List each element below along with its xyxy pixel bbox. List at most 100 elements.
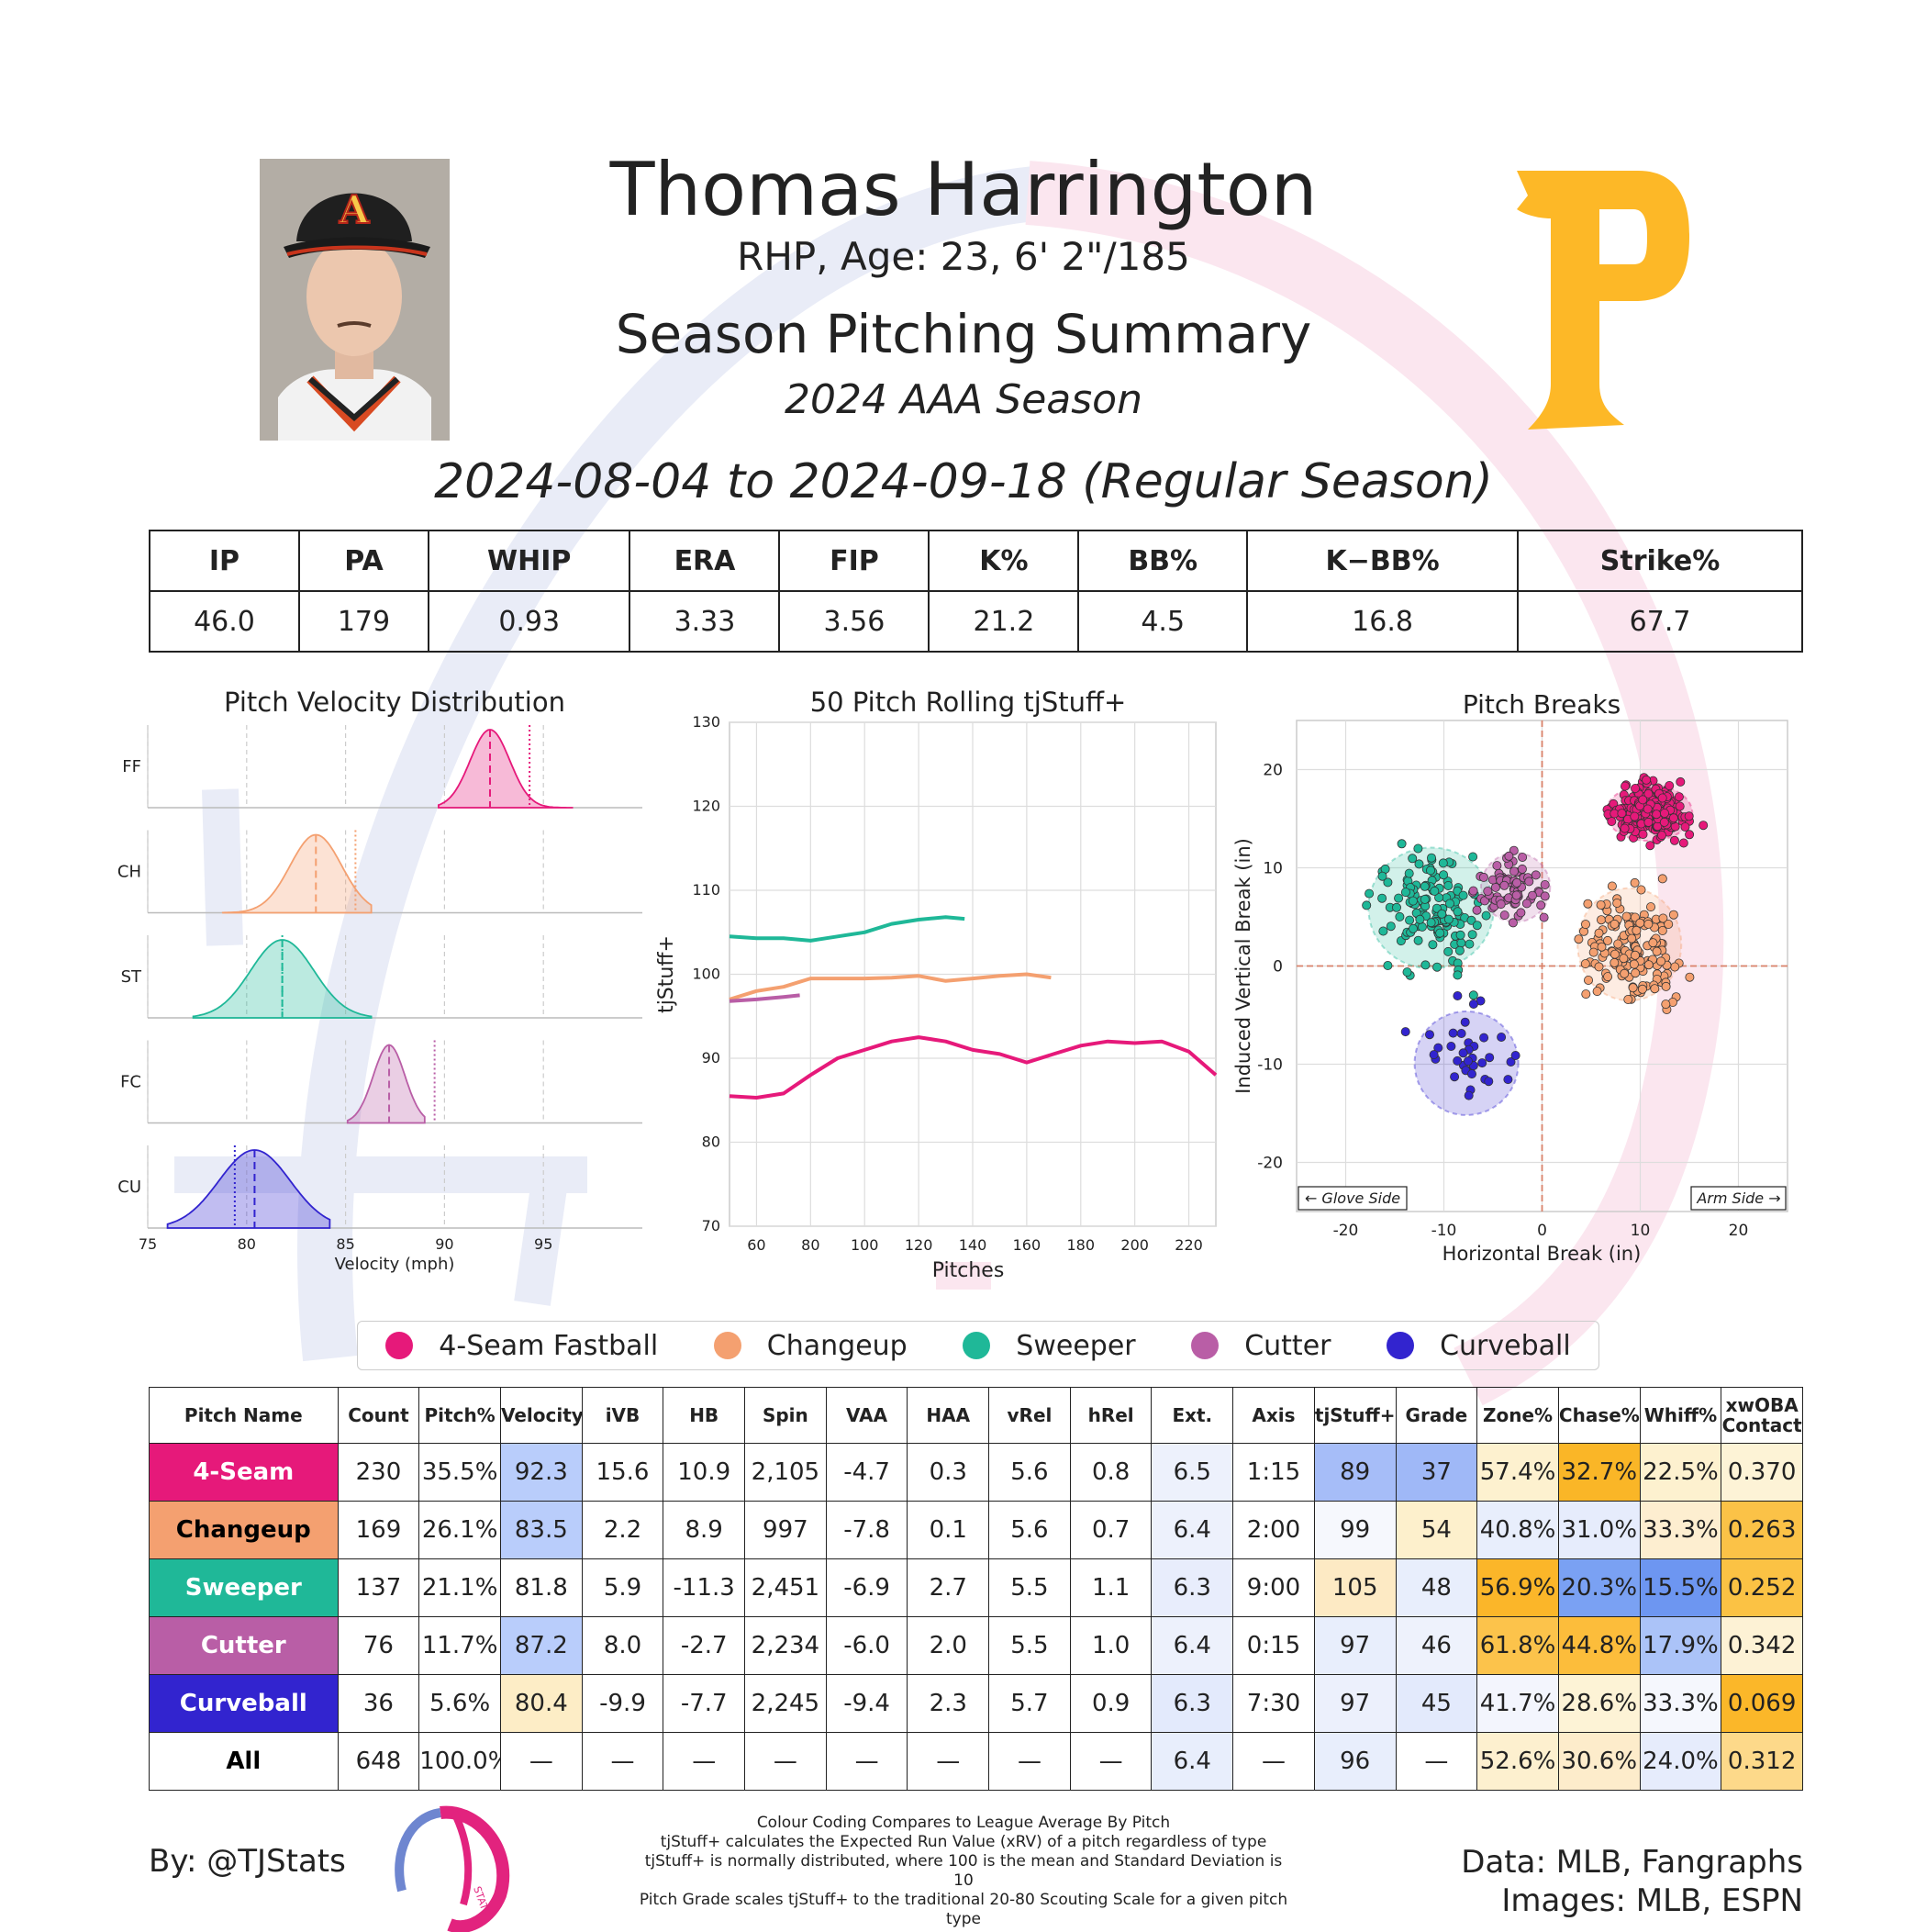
- chart-title: Pitch Breaks: [1463, 689, 1621, 720]
- break-point: [1408, 854, 1418, 864]
- row-label: FF: [122, 757, 141, 776]
- velocity-distribution-chart: Pitch Velocity Distribution FF CH ST FC CU 75 8…: [117, 687, 642, 1274]
- break-point: [1478, 872, 1488, 882]
- table-cell: —: [988, 1732, 1071, 1791]
- player-name: Thomas Harrington: [609, 147, 1318, 232]
- break-point: [1479, 1033, 1489, 1043]
- density-row: ST: [121, 935, 642, 1019]
- break-point: [1594, 962, 1604, 972]
- table-cell: 54: [1395, 1501, 1478, 1559]
- stats-header-row: IP PA WHIP ERA FIP K% BB% K−BB% Strike%: [149, 530, 1803, 592]
- break-point: [1699, 821, 1709, 831]
- table-row: 4-Seam 230 35.5% 92.3 15.6 10.9 2,105 -4.7 0.3 5.…: [149, 1443, 1803, 1502]
- glove-side-box: [1298, 1186, 1408, 1211]
- table-cell: —: [1069, 1732, 1153, 1791]
- tick-label: 70: [702, 1217, 720, 1234]
- tick-label: 20: [1263, 762, 1283, 780]
- break-point: [1623, 994, 1633, 1004]
- break-point: [1610, 957, 1620, 967]
- break-point: [1620, 781, 1630, 791]
- stat-value: 46.0: [149, 590, 300, 653]
- legend-item: Changeup: [713, 1330, 908, 1362]
- break-point: [1453, 1055, 1463, 1066]
- break-point: [1603, 972, 1613, 982]
- break-point: [1395, 911, 1405, 921]
- break-point: [1678, 838, 1688, 848]
- table-cell: 28.6%: [1557, 1674, 1641, 1733]
- table-cell: 11.7%: [418, 1616, 501, 1675]
- break-point: [1664, 919, 1674, 929]
- break-point: [1685, 830, 1695, 840]
- break-point: [1675, 801, 1685, 811]
- rolling-series-line: [729, 1035, 1218, 1100]
- cluster-points: [1467, 845, 1550, 928]
- player-bio: RHP, Age: 23, 6' 2"/185: [737, 234, 1190, 279]
- break-point: [1620, 968, 1630, 978]
- legend-marker-icon: [1387, 1332, 1415, 1359]
- table-cell: -6.9: [825, 1558, 908, 1617]
- stat-value: 3.33: [629, 590, 781, 653]
- break-point: [1668, 813, 1678, 823]
- legend-marker-icon: [1191, 1332, 1220, 1359]
- break-point: [1377, 871, 1387, 881]
- table-cell: 33.3%: [1639, 1501, 1722, 1559]
- cluster-points: [1574, 874, 1695, 1014]
- cluster-points: [1400, 990, 1520, 1100]
- break-point: [1444, 899, 1454, 909]
- table-cell: 48: [1395, 1558, 1478, 1617]
- stat-header: BB%: [1077, 530, 1249, 592]
- pitch-table-header: Chase%: [1557, 1387, 1641, 1444]
- footnotes: Colour Coding Compares to League Average…: [633, 1814, 1294, 1929]
- cluster-points: [1602, 773, 1709, 851]
- break-point: [1508, 918, 1518, 928]
- table-cell: 2.2: [581, 1501, 664, 1559]
- table-cell: 89: [1313, 1443, 1397, 1502]
- table-cell: 52.6%: [1476, 1732, 1559, 1791]
- table-cell: 96: [1313, 1732, 1397, 1791]
- break-point: [1518, 852, 1528, 862]
- tick-label: 90: [435, 1235, 453, 1253]
- table-cell: 15.5%: [1639, 1558, 1722, 1617]
- pitch-breaks-chart: Pitch Breaks -20 -10 0 10 20 -20 -10 0 10 20 ← Glov…: [1232, 689, 1788, 1265]
- author-credit: By: @TJStats: [149, 1843, 346, 1880]
- break-point: [1629, 959, 1639, 969]
- break-point: [1383, 960, 1393, 970]
- table-cell: 10.9: [663, 1443, 746, 1502]
- break-point: [1580, 920, 1590, 930]
- break-point: [1643, 817, 1654, 827]
- tick-label: -20: [1333, 1222, 1359, 1240]
- table-cell: 2:00: [1232, 1501, 1315, 1559]
- footnote-line: tjStuff+ is normally distributed, where …: [644, 1852, 1283, 1890]
- break-point: [1583, 899, 1593, 909]
- table-cell: 5.9: [581, 1558, 664, 1617]
- table-cell: 40.8%: [1476, 1501, 1559, 1559]
- table-cell: 2,451: [744, 1558, 827, 1617]
- table-cell: 0.312: [1721, 1732, 1803, 1791]
- density-area: [166, 1149, 331, 1229]
- pitch-table-header: HB: [663, 1387, 746, 1444]
- break-point: [1630, 950, 1640, 960]
- tjstats-logo: STATS: [395, 1805, 510, 1932]
- break-point: [1456, 1028, 1466, 1038]
- break-point: [1435, 928, 1445, 938]
- break-point: [1377, 893, 1387, 903]
- table-cell: 31.0%: [1557, 1501, 1641, 1559]
- break-point: [1443, 880, 1454, 890]
- break-point: [1484, 1077, 1494, 1087]
- break-point: [1680, 821, 1690, 832]
- break-point: [1540, 891, 1550, 901]
- break-point: [1465, 939, 1475, 949]
- break-point: [1659, 808, 1669, 818]
- table-cell: 30.6%: [1557, 1732, 1641, 1791]
- break-point: [1432, 962, 1442, 972]
- break-point: [1659, 817, 1669, 827]
- table-cell: 87.2: [499, 1616, 583, 1675]
- break-point: [1531, 870, 1541, 880]
- density-area: [221, 833, 373, 914]
- break-point: [1685, 972, 1695, 982]
- arm-side-label: Arm Side →: [1696, 1189, 1780, 1207]
- break-point: [1594, 928, 1604, 938]
- break-point: [1504, 851, 1514, 861]
- pitch-table-header: Pitch Name: [149, 1387, 339, 1444]
- table-cell: 230: [337, 1443, 420, 1502]
